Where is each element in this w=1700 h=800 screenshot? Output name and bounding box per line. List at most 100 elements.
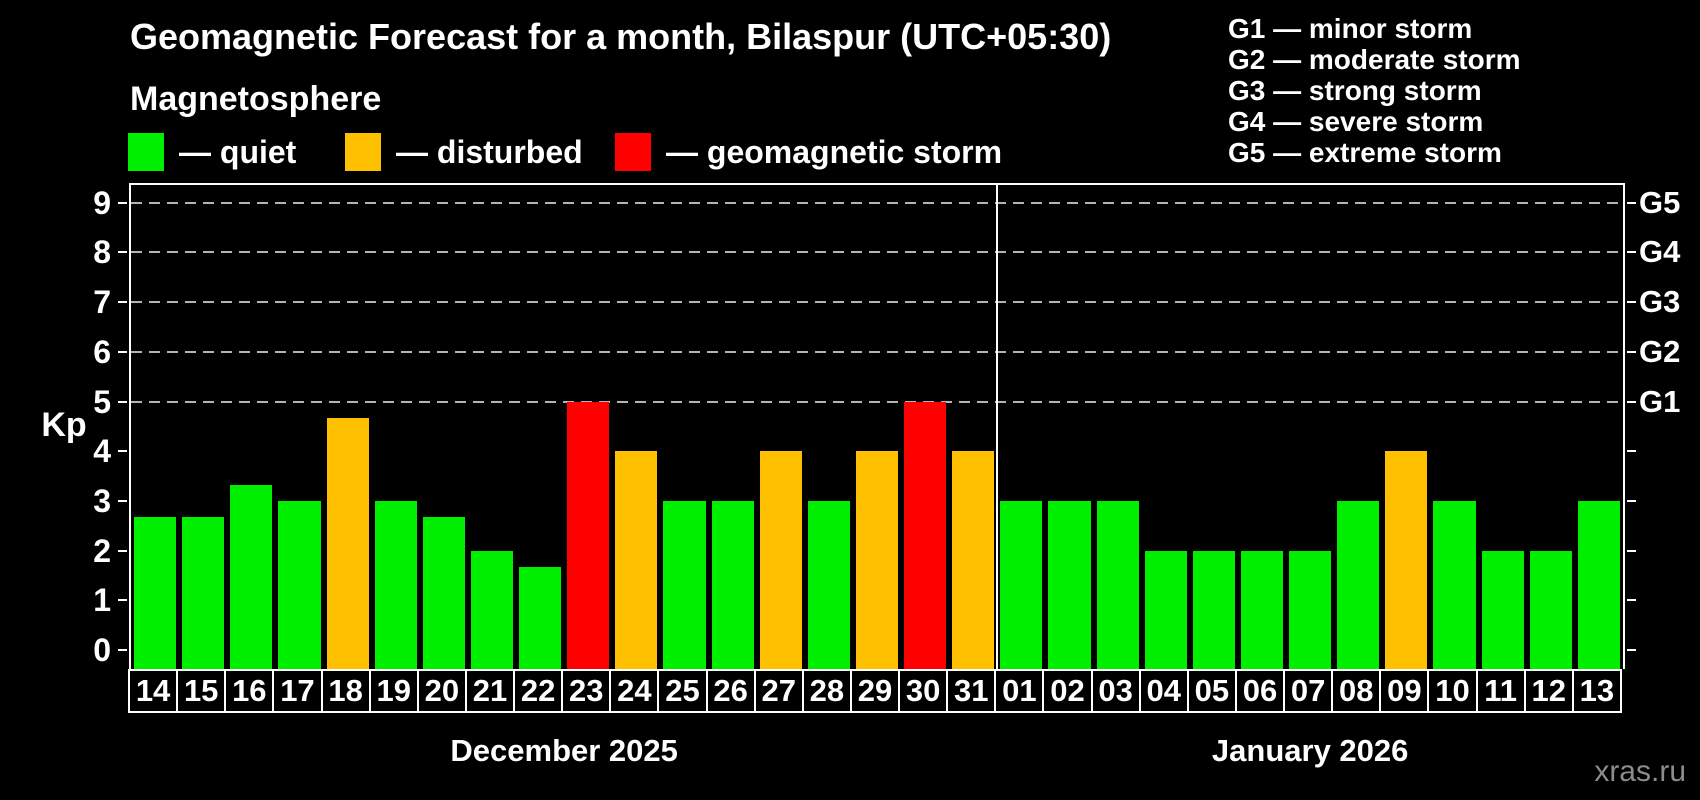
right-axis-tick bbox=[1627, 549, 1636, 552]
y-axis-tick-label: 1 bbox=[93, 582, 111, 619]
date-cell: 04 bbox=[1138, 669, 1189, 713]
date-cell: 11 bbox=[1475, 669, 1526, 713]
kp-bar bbox=[1144, 550, 1187, 669]
kp-bar bbox=[1577, 500, 1620, 669]
g-legend-line-g2: G2 — moderate storm bbox=[1228, 44, 1521, 75]
gridline-kp9 bbox=[131, 201, 1623, 204]
legend-label-storm: — geomagnetic storm bbox=[666, 133, 1003, 170]
date-cell: 05 bbox=[1186, 669, 1237, 713]
right-axis-tick bbox=[1627, 599, 1636, 602]
y-axis-tick-label: 9 bbox=[93, 184, 111, 221]
legend-item-quiet: — quiet bbox=[128, 133, 296, 171]
y-axis-tick bbox=[118, 301, 127, 304]
gridline-kp6 bbox=[131, 350, 1623, 353]
g-axis-label-g5: G5 bbox=[1639, 184, 1681, 220]
gridline-kp7 bbox=[131, 301, 1623, 304]
kp-bar bbox=[182, 517, 225, 669]
kp-bar bbox=[134, 517, 177, 669]
y-axis-tick-label: 2 bbox=[93, 532, 111, 569]
kp-bar bbox=[567, 401, 610, 669]
kp-bar bbox=[230, 484, 273, 669]
date-cell: 31 bbox=[946, 669, 997, 713]
date-cell: 27 bbox=[753, 669, 804, 713]
date-cell: 24 bbox=[609, 669, 660, 713]
right-axis-tick bbox=[1627, 499, 1636, 502]
kp-bar bbox=[807, 500, 850, 669]
y-axis-tick bbox=[118, 350, 127, 353]
kp-bar bbox=[1240, 550, 1284, 669]
date-cell: 08 bbox=[1331, 669, 1382, 713]
kp-bar bbox=[326, 417, 369, 669]
y-axis-tick bbox=[118, 599, 127, 602]
kp-bar bbox=[519, 567, 562, 669]
date-cell: 28 bbox=[801, 669, 852, 713]
gridline-kp5 bbox=[131, 400, 1623, 403]
date-cell: 19 bbox=[368, 669, 419, 713]
y-axis-tick bbox=[118, 201, 127, 204]
g-legend-line-g1: G1 — minor storm bbox=[1228, 13, 1473, 44]
y-axis-tick bbox=[118, 251, 127, 254]
y-axis-title: Kp bbox=[41, 406, 87, 444]
month-label-december: December 2025 bbox=[450, 733, 678, 768]
gridline-kp8 bbox=[131, 251, 1623, 254]
kp-bar bbox=[1337, 500, 1380, 669]
g-legend-line-g5: G5 — extreme storm bbox=[1228, 137, 1502, 168]
y-axis-tick-label: 5 bbox=[93, 383, 111, 420]
x-axis-date-row: 14 15 16 17 18 19 20 21 22 23 24 25 26 27 28 29 30 31 01 02… bbox=[128, 669, 1625, 713]
plot-area: 0 1 2 3 4 5 6 7 8 9 G1 G2 G3 G4 G5 bbox=[93, 183, 1680, 669]
y-axis-tick-label: 8 bbox=[93, 234, 111, 271]
kp-bar bbox=[1048, 500, 1091, 669]
right-axis-tick bbox=[1627, 251, 1636, 254]
kp-bar bbox=[1385, 451, 1428, 669]
date-cell: 12 bbox=[1523, 669, 1574, 713]
legend-label-quiet: — quiet bbox=[179, 133, 297, 170]
y-axis-tick bbox=[118, 499, 127, 502]
y-axis-tick bbox=[118, 549, 127, 552]
kp-bar bbox=[1192, 550, 1235, 669]
y-axis-tick-label: 3 bbox=[93, 482, 111, 519]
kp-bar bbox=[374, 500, 417, 669]
y-axis-tick-label: 7 bbox=[93, 284, 111, 321]
g-axis-label-g2: G2 bbox=[1639, 333, 1681, 369]
right-axis-tick bbox=[1627, 400, 1636, 403]
y-axis-tick-label: 4 bbox=[93, 433, 111, 470]
y-axis-tick bbox=[118, 400, 127, 403]
right-axis-tick bbox=[1627, 301, 1636, 304]
storm-color-swatch bbox=[615, 133, 651, 171]
date-cell: 14 bbox=[128, 669, 179, 713]
kp-bar bbox=[278, 500, 321, 669]
kp-bar bbox=[759, 451, 802, 669]
y-axis-tick bbox=[118, 450, 127, 453]
date-cell: 13 bbox=[1571, 669, 1622, 713]
watermark: xras.ru bbox=[1594, 755, 1686, 788]
chart-title: Geomagnetic Forecast for a month, Bilasp… bbox=[130, 16, 1112, 57]
y-axis-tick-label: 6 bbox=[93, 333, 111, 370]
g-axis-label-g1: G1 bbox=[1639, 383, 1681, 419]
date-cell: 07 bbox=[1283, 669, 1334, 713]
kp-bar bbox=[1529, 550, 1572, 669]
date-cell: 20 bbox=[416, 669, 467, 713]
date-cell: 29 bbox=[849, 669, 901, 713]
kp-bar bbox=[952, 451, 995, 669]
kp-bar bbox=[1289, 550, 1332, 669]
date-cell: 10 bbox=[1427, 669, 1478, 713]
right-axis-tick bbox=[1627, 201, 1636, 204]
date-cell: 06 bbox=[1234, 669, 1286, 713]
kp-bar bbox=[1096, 500, 1139, 669]
g-legend-line-g3: G3 — strong storm bbox=[1228, 75, 1482, 106]
kp-bar bbox=[1481, 550, 1524, 669]
date-cell: 30 bbox=[898, 669, 949, 713]
date-cell: 09 bbox=[1379, 669, 1430, 713]
kp-bar bbox=[904, 401, 947, 669]
date-cell: 26 bbox=[705, 669, 756, 713]
right-axis-tick bbox=[1627, 350, 1636, 353]
date-cell: 17 bbox=[272, 669, 323, 713]
kp-bar bbox=[422, 517, 465, 669]
legend-item-storm: — geomagnetic storm bbox=[615, 133, 1002, 171]
date-cell: 16 bbox=[224, 669, 275, 713]
legend-label-disturbed: — disturbed bbox=[396, 133, 583, 170]
date-cell: 21 bbox=[464, 669, 516, 713]
date-cell: 01 bbox=[994, 669, 1045, 713]
g-scale-legend: G1 — minor storm G2 — moderate storm G3 … bbox=[1228, 13, 1521, 168]
